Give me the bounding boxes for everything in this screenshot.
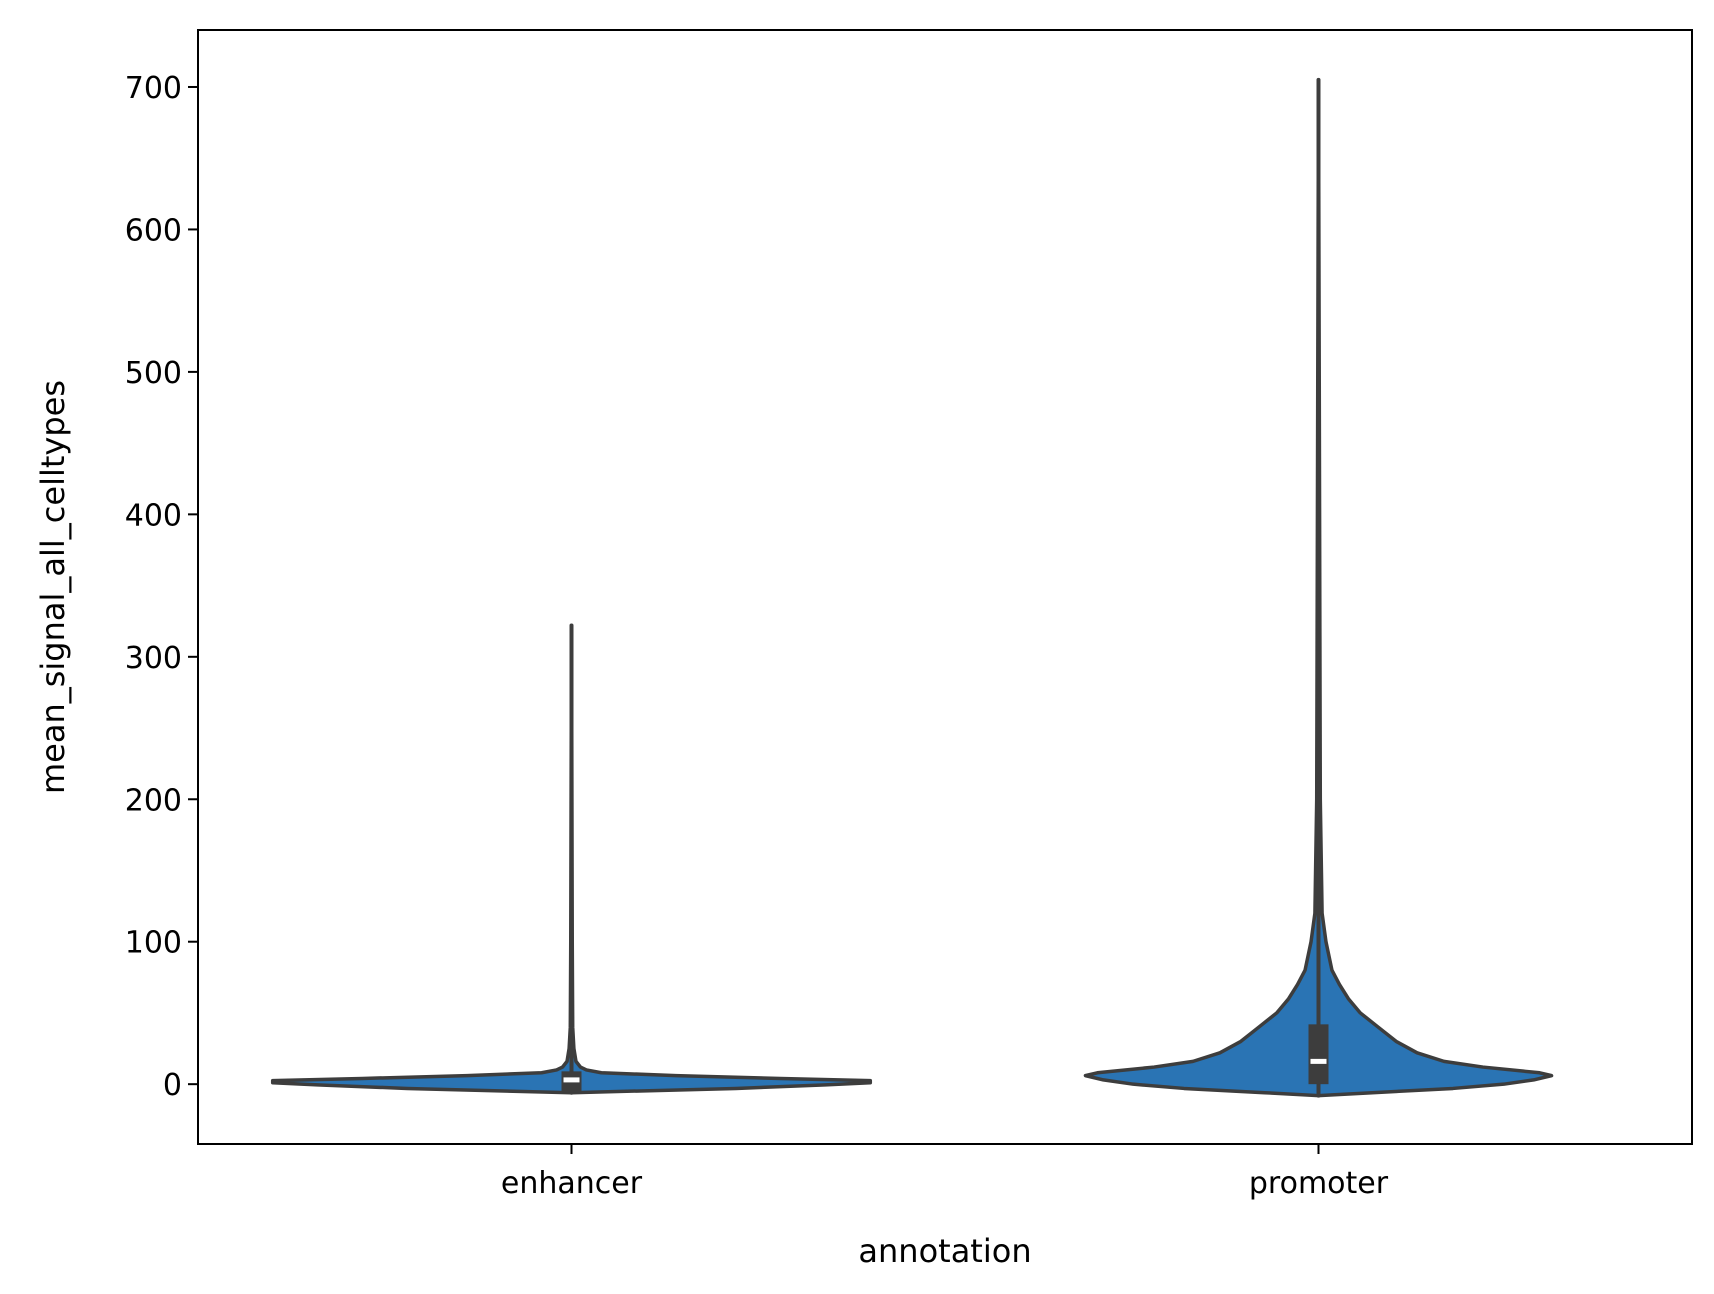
x-tick-label-promoter: promoter — [1249, 1166, 1389, 1201]
iqr-box-promoter — [1308, 1024, 1329, 1085]
y-tick-label-700: 700 — [125, 71, 182, 106]
y-axis: 0 100 200 300 400 500 600 700 — [125, 71, 198, 1103]
y-tick-label-0: 0 — [163, 1068, 182, 1103]
y-tick-label-300: 300 — [125, 641, 182, 676]
median-marker-promoter — [1310, 1058, 1327, 1064]
y-tick-label-100: 100 — [125, 926, 182, 961]
y-tick-label-200: 200 — [125, 783, 182, 818]
x-axis: enhancer promoter — [501, 1144, 1389, 1201]
y-tick-label-400: 400 — [125, 498, 182, 533]
y-tick-label-600: 600 — [125, 213, 182, 248]
x-tick-label-enhancer: enhancer — [501, 1166, 643, 1201]
plot-frame — [197, 29, 1693, 1145]
y-axis-label: mean_signal_all_celltypes — [34, 380, 72, 794]
violins-layer — [270, 77, 1554, 1098]
median-marker-enhancer — [563, 1077, 580, 1083]
x-axis-label: annotation — [858, 1232, 1031, 1270]
y-tick-label-500: 500 — [125, 356, 182, 391]
